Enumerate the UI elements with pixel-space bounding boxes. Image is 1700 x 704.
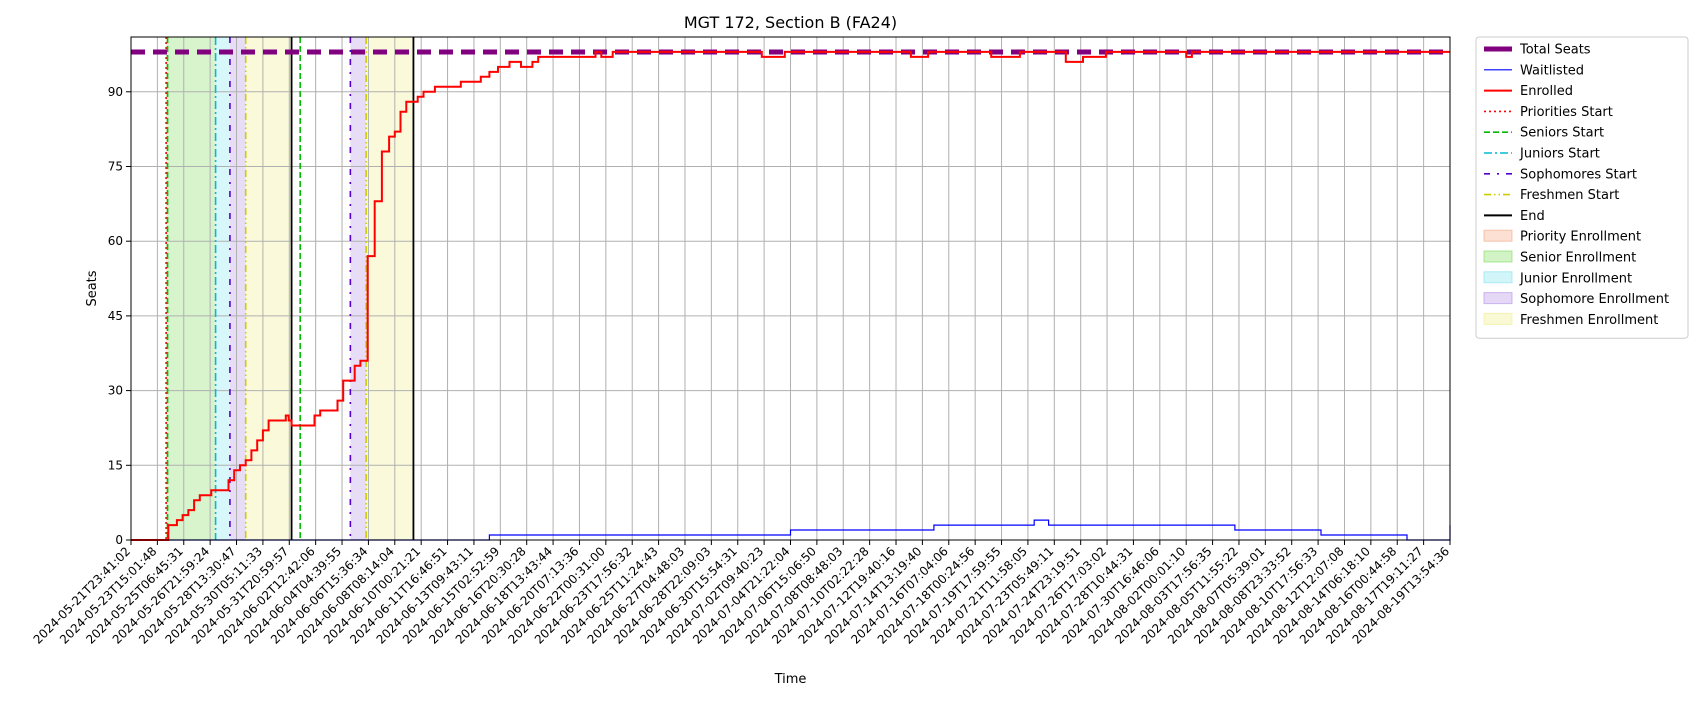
legend-label: Freshmen Start (1520, 188, 1619, 203)
legend-swatch (1483, 271, 1513, 284)
y-axis-label: Seats (85, 270, 100, 306)
y-tick-label: 60 (108, 234, 123, 248)
y-tick-label: 90 (108, 85, 123, 99)
shaded-region (215, 37, 230, 540)
legend-box (1475, 36, 1689, 339)
legend-label: Freshmen Enrollment (1520, 313, 1658, 328)
legend-label: Waitlisted (1520, 63, 1584, 78)
legend-label: Total Seats (1519, 43, 1591, 58)
legend-label: Junior Enrollment (1519, 271, 1632, 286)
y-tick-label: 75 (108, 159, 123, 173)
series (131, 49, 1451, 541)
shaded-region (366, 37, 414, 540)
legend-swatch (1483, 312, 1513, 325)
chart-title: MGT 172, Section B (FA24) (684, 13, 897, 32)
legend-label: Sophomores Start (1520, 167, 1637, 182)
legend-label: Senior Enrollment (1520, 251, 1636, 266)
shaded-region (167, 37, 216, 540)
legend-label: Juniors Start (1519, 147, 1600, 162)
shaded-region (350, 37, 367, 540)
y-tick-label: 0 (115, 533, 123, 547)
legend: Total Seats Waitlisted Enrolled Priorities … (1475, 36, 1689, 339)
shaded-region (245, 37, 292, 540)
shaded-region (229, 37, 246, 540)
grid (130, 37, 1451, 541)
legend-swatch (1483, 250, 1513, 263)
shaded-regions (166, 37, 414, 540)
legend-label: End (1520, 209, 1545, 224)
legend-label: Sophomore Enrollment (1520, 292, 1669, 307)
y-tick-label: 30 (108, 384, 123, 398)
x-axis-label: Time (774, 672, 807, 687)
phase-lines (165, 37, 415, 540)
legend-swatch (1483, 292, 1513, 305)
y-tick-label: 45 (108, 309, 123, 323)
legend-swatch (1483, 229, 1513, 242)
legend-label: Enrolled (1520, 84, 1573, 99)
series-enrolled (131, 50, 1450, 541)
legend-label: Priorities Start (1520, 105, 1613, 120)
series-waitlisted (131, 519, 1451, 541)
legend-label: Priority Enrollment (1520, 230, 1641, 245)
legend-label: Seniors Start (1520, 126, 1604, 141)
y-tick-label: 15 (108, 458, 123, 472)
